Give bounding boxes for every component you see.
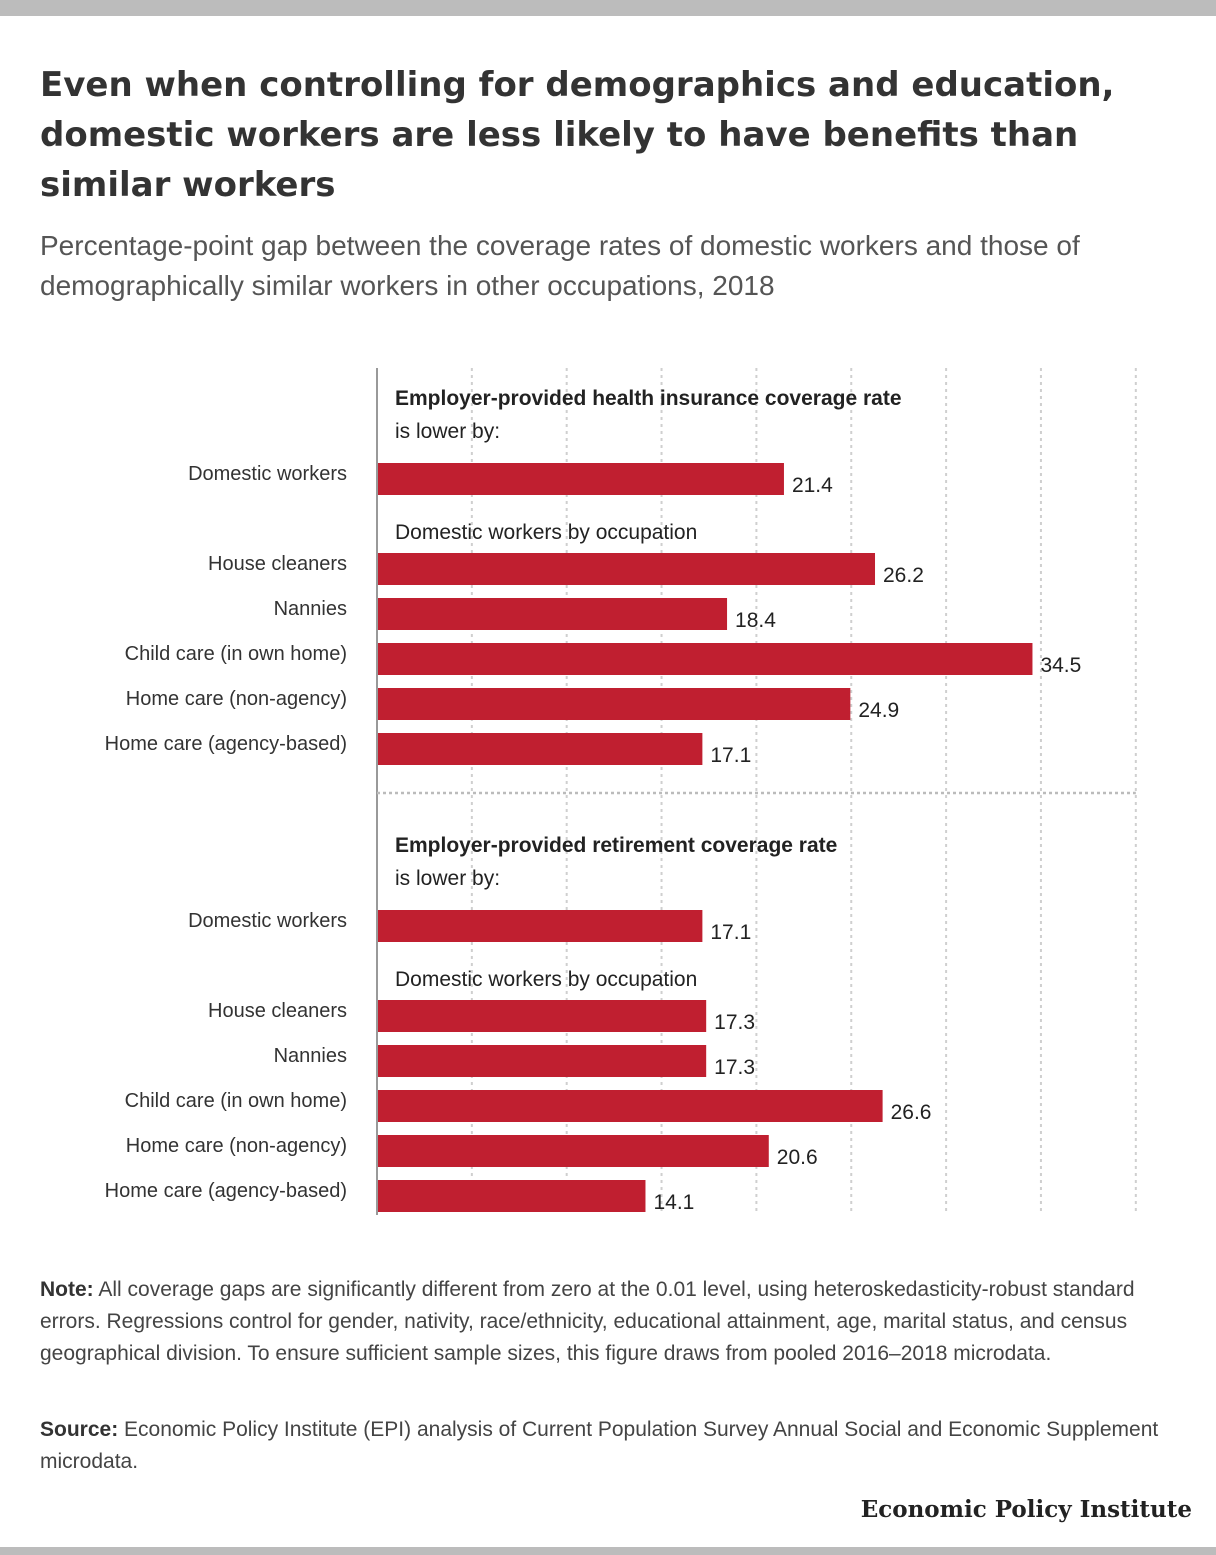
panel-title: Employer-provided health insurance cover… — [395, 387, 902, 410]
bar — [378, 598, 728, 630]
value-label: 17.3 — [714, 1011, 755, 1034]
source-label: Source: — [40, 1418, 119, 1441]
note-text: All coverage gaps are significantly diff… — [40, 1278, 1135, 1365]
chart-title: Even when controlling for demographics a… — [40, 65, 1115, 205]
bar — [378, 1180, 646, 1212]
value-label: 18.4 — [735, 609, 776, 632]
chart-note: Note: All coverage gaps are significantl… — [40, 1274, 1180, 1370]
bar — [378, 553, 876, 585]
panel-subtitle: is lower by: — [395, 420, 500, 443]
category-label: Home care (non-agency) — [126, 1135, 347, 1157]
bar — [378, 1090, 883, 1122]
bar — [378, 463, 784, 495]
value-label: 34.5 — [1040, 654, 1081, 677]
bar — [378, 1000, 707, 1032]
category-label: Child care (in own home) — [125, 1090, 347, 1112]
bar — [378, 1045, 707, 1077]
category-label: Home care (agency-based) — [105, 1180, 347, 1202]
group-label: Domestic workers by occupation — [395, 968, 697, 991]
chart-subtitle: Percentage-point gap between the coverag… — [40, 230, 1080, 301]
bar — [378, 643, 1033, 675]
value-label: 17.1 — [710, 921, 751, 944]
bottom-border — [0, 1547, 1216, 1555]
chart-source: Source: Economic Policy Institute (EPI) … — [40, 1414, 1180, 1478]
category-label: Domestic workers — [188, 910, 347, 932]
bar — [378, 733, 703, 765]
category-label: Child care (in own home) — [125, 643, 347, 665]
value-label: 17.3 — [714, 1056, 755, 1079]
epi-logo-text: Economic Policy Institute — [860, 1496, 1192, 1523]
source-text: Economic Policy Institute (EPI) analysis… — [40, 1418, 1159, 1473]
note-label: Note: — [40, 1278, 94, 1301]
top-border — [0, 0, 1216, 16]
group-label: Domestic workers by occupation — [395, 521, 697, 544]
category-label: House cleaners — [208, 553, 347, 575]
value-label: 26.6 — [891, 1101, 932, 1124]
gridlines — [376, 368, 1137, 1215]
value-label: 24.9 — [858, 699, 899, 722]
category-label: Home care (non-agency) — [126, 688, 347, 710]
bar — [378, 1135, 769, 1167]
value-label: 21.4 — [792, 474, 833, 497]
chart-marks: Employer-provided health insurance cover… — [105, 387, 1082, 1214]
value-label: 17.1 — [710, 744, 751, 767]
category-label: Nannies — [274, 598, 347, 620]
value-label: 26.2 — [883, 564, 924, 587]
bar — [378, 688, 851, 720]
category-label: Nannies — [274, 1045, 347, 1067]
category-label: Domestic workers — [188, 463, 347, 485]
value-label: 14.1 — [653, 1191, 694, 1214]
panel-subtitle: is lower by: — [395, 867, 500, 890]
panel-title: Employer-provided retirement coverage ra… — [395, 834, 837, 857]
bar-chart: Employer-provided health insurance cover… — [105, 368, 1137, 1215]
value-label: 20.6 — [777, 1146, 818, 1169]
category-label: Home care (agency-based) — [105, 733, 347, 755]
category-label: House cleaners — [208, 1000, 347, 1022]
bar — [378, 910, 703, 942]
